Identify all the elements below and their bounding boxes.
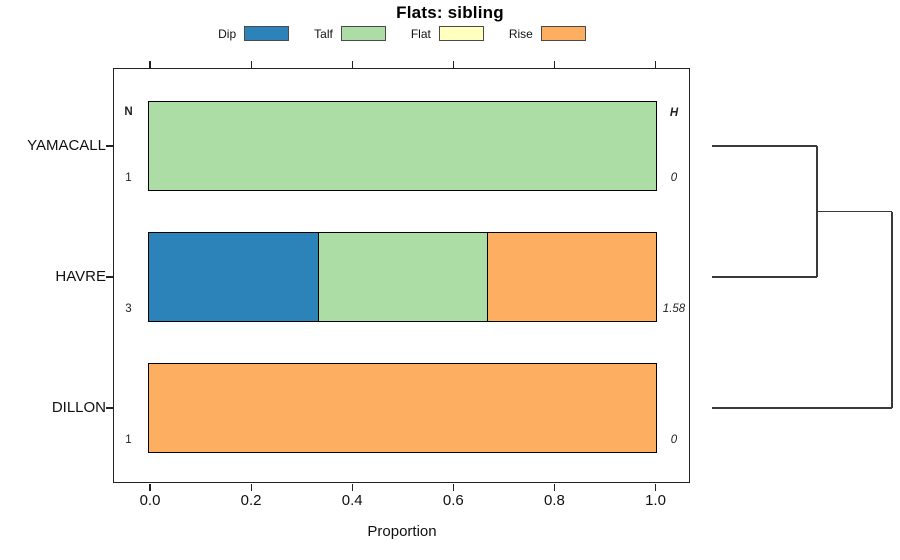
n-value: 3: [125, 302, 132, 315]
legend-item-rise: Rise: [509, 26, 586, 41]
x-axis-tick-bottom: [149, 483, 151, 491]
bar-row-dillon: [148, 362, 658, 454]
dendrogram-line: [816, 146, 818, 277]
x-axis-tick-label: 1.0: [645, 492, 666, 509]
x-axis-tick-bottom: [351, 483, 353, 491]
x-axis-tick-bottom: [553, 483, 555, 491]
legend-swatch-rise: [540, 26, 586, 41]
x-axis-tick-bottom: [452, 483, 454, 491]
legend-label: Rise: [508, 26, 533, 41]
x-axis-tick-top: [452, 61, 454, 68]
legend-swatch-flat: [438, 26, 484, 41]
dendrogram-line: [712, 407, 892, 409]
legend-item-dip: Dip: [218, 26, 290, 41]
x-axis-tick-label: 0.6: [442, 492, 464, 509]
legend-swatch-talf: [340, 26, 386, 41]
legend-label: Flat: [410, 26, 431, 41]
dendrogram-line: [712, 145, 817, 147]
chart-title: Flats: sibling: [396, 3, 504, 22]
x-axis-tick-bottom: [654, 483, 657, 491]
x-axis-tick-top: [553, 61, 555, 68]
bar-segment-dip: [149, 232, 319, 322]
dendrogram-line: [817, 210, 892, 213]
h-value: 0: [670, 171, 678, 184]
h-value: 0: [670, 433, 678, 446]
bar-row-yamacall: [148, 100, 658, 192]
row-label-havre: HAVRE: [55, 268, 106, 285]
x-axis-tick-top: [250, 61, 252, 68]
y-axis-tick: [105, 145, 113, 147]
h-value: 1.58: [662, 302, 686, 315]
x-axis-tick-label: 0.8: [543, 492, 565, 509]
x-axis-tick-bottom: [250, 483, 252, 491]
x-axis-tick-label: 0.4: [341, 492, 363, 509]
legend-label: Talf: [314, 26, 333, 41]
legend-item-flat: Flat: [411, 26, 484, 41]
x-axis-tick-top: [654, 61, 657, 68]
x-axis-tick-label: 0.0: [139, 492, 161, 509]
legend-label: Dip: [218, 26, 237, 41]
y-axis-tick: [105, 276, 113, 278]
legend-item-talf: Talf: [314, 26, 386, 41]
row-label-dillon: DILLON: [51, 399, 106, 416]
x-axis-tick-top: [351, 61, 353, 68]
dendrogram-line: [891, 211, 893, 408]
row-label-yamacall: YAMACALL: [27, 137, 106, 154]
x-axis-tick-top: [149, 61, 151, 68]
y-axis-tick: [105, 407, 113, 409]
n-value: 1: [125, 433, 132, 446]
x-axis-title: Proportion: [367, 523, 437, 540]
n-value: 1: [125, 171, 132, 184]
bar-segment-talf: [318, 232, 488, 322]
bar-segment-rise: [149, 363, 657, 453]
bar-segment-rise: [487, 232, 657, 322]
bar-row-havre: [148, 231, 658, 323]
bar-segment-talf: [149, 101, 657, 191]
n-column-header: N: [124, 106, 133, 118]
h-column-header: H: [669, 107, 679, 119]
legend-swatch-dip: [244, 26, 290, 41]
x-axis-tick-label: 0.2: [240, 492, 262, 509]
dendrogram-line: [712, 276, 817, 278]
legend: Dip Talf Flat Rise: [0, 25, 804, 42]
